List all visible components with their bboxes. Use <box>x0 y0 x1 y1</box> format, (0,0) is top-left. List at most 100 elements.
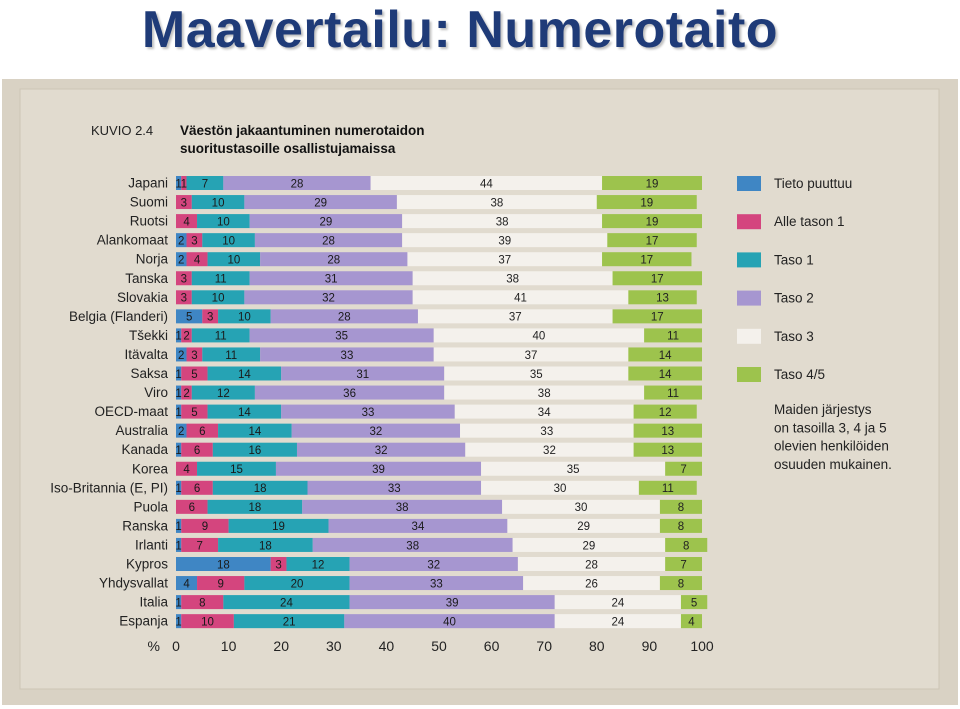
data-label: 14 <box>659 369 672 381</box>
data-label: 3 <box>181 293 187 305</box>
data-label: 1 <box>175 540 181 552</box>
legend-note-line: olevien henkilöiden <box>774 439 889 454</box>
bar-segment <box>181 442 213 457</box>
bar-segment <box>296 442 466 457</box>
figure-label: KUVIO 2.4 <box>91 123 153 138</box>
data-label: 1 <box>175 407 181 419</box>
bar-segment <box>244 576 350 591</box>
bar-segment <box>270 309 418 324</box>
category-label: Iso-Britannia (E, PI) <box>50 480 168 495</box>
data-label: 3 <box>191 350 197 362</box>
data-label: 4 <box>194 255 201 267</box>
data-label: 39 <box>372 464 385 476</box>
data-label: 18 <box>254 483 267 495</box>
data-label: 29 <box>583 540 596 552</box>
data-label: 10 <box>222 235 235 247</box>
data-label: 19 <box>646 216 659 228</box>
data-label: 44 <box>480 178 493 190</box>
bar-segment <box>176 576 198 591</box>
data-label: 38 <box>406 540 419 552</box>
legend-label: Alle tason 1 <box>774 214 845 229</box>
bar-segment <box>644 328 702 343</box>
bar-segment <box>281 404 455 419</box>
data-label: 37 <box>498 255 511 267</box>
data-label: 2 <box>178 350 184 362</box>
data-label: 19 <box>272 521 285 533</box>
bar-segment <box>307 480 482 495</box>
category-label: Viro <box>144 385 168 400</box>
data-label: 10 <box>217 216 230 228</box>
data-label: 38 <box>396 502 409 514</box>
bar-segment <box>628 347 702 362</box>
data-label: 10 <box>212 293 225 305</box>
data-label: 38 <box>538 388 551 400</box>
data-label: 17 <box>651 274 664 286</box>
bar-segment <box>260 347 434 362</box>
bar-segment <box>197 214 250 229</box>
bar-segment <box>344 614 555 629</box>
data-label: 8 <box>678 502 684 514</box>
legend-swatch <box>737 214 761 230</box>
bar-segment <box>176 252 187 267</box>
bar-segment <box>349 557 518 571</box>
bar-segment <box>197 576 245 591</box>
bar-segment <box>207 252 261 267</box>
legend-swatch <box>737 367 761 382</box>
legend-label: Taso 1 <box>774 252 814 267</box>
data-label: 33 <box>388 483 401 495</box>
data-label: 38 <box>506 274 519 286</box>
data-label: 10 <box>227 255 240 267</box>
bar-segment <box>349 576 524 591</box>
category-label: Suomi <box>130 195 168 210</box>
data-label: 8 <box>678 578 684 590</box>
bar-segment <box>628 366 702 381</box>
bar-segment <box>181 176 187 190</box>
data-label: 24 <box>611 597 624 609</box>
bar-segment <box>612 309 702 324</box>
bar-segment <box>444 366 629 381</box>
data-label: 1 <box>175 445 181 457</box>
category-label: Puola <box>133 499 168 514</box>
bar-segment <box>612 271 702 286</box>
bar-segment <box>176 614 182 629</box>
data-label: 12 <box>217 388 230 400</box>
legend-note: Maiden järjestys on tasoilla 3, 4 ja 5 ole… <box>774 402 892 472</box>
bar-segment <box>202 309 219 324</box>
data-label: 32 <box>427 559 440 571</box>
data-label: 18 <box>249 502 262 514</box>
bar-segment <box>176 271 192 286</box>
bar-segment <box>254 385 445 400</box>
data-label: 8 <box>678 521 684 533</box>
data-label: 11 <box>215 274 227 286</box>
legend-swatch <box>737 252 761 268</box>
data-label: 15 <box>230 464 243 476</box>
category-label: Itävalta <box>124 347 168 362</box>
data-label: 29 <box>320 216 333 228</box>
bar-segment <box>207 499 303 514</box>
data-label: 10 <box>238 312 251 324</box>
bar-segment <box>197 461 276 476</box>
bar-segment <box>680 595 708 610</box>
data-label: 20 <box>291 578 304 590</box>
category-label: Alankomaat <box>97 233 169 248</box>
data-label: 21 <box>283 616 296 628</box>
bar-segment <box>176 214 198 229</box>
bar-segment <box>433 347 629 362</box>
data-label: 5 <box>186 312 192 324</box>
data-label: 34 <box>412 521 425 533</box>
data-label: 11 <box>662 483 674 495</box>
slide-title: Maavertailu: Numerotaito <box>141 1 779 59</box>
bar-segment <box>602 176 702 190</box>
bar-segment <box>628 290 697 305</box>
data-label: 2 <box>178 255 184 267</box>
bar-segment <box>191 385 255 400</box>
data-label: 39 <box>446 597 459 609</box>
bar-segment <box>207 404 282 419</box>
data-label: 39 <box>498 235 511 247</box>
category-label: Irlanti <box>135 537 168 552</box>
data-label: 2 <box>183 331 189 343</box>
data-label: 2 <box>178 426 184 438</box>
data-label: 34 <box>538 407 551 419</box>
data-label: 12 <box>659 407 672 419</box>
data-label: 10 <box>201 616 214 628</box>
